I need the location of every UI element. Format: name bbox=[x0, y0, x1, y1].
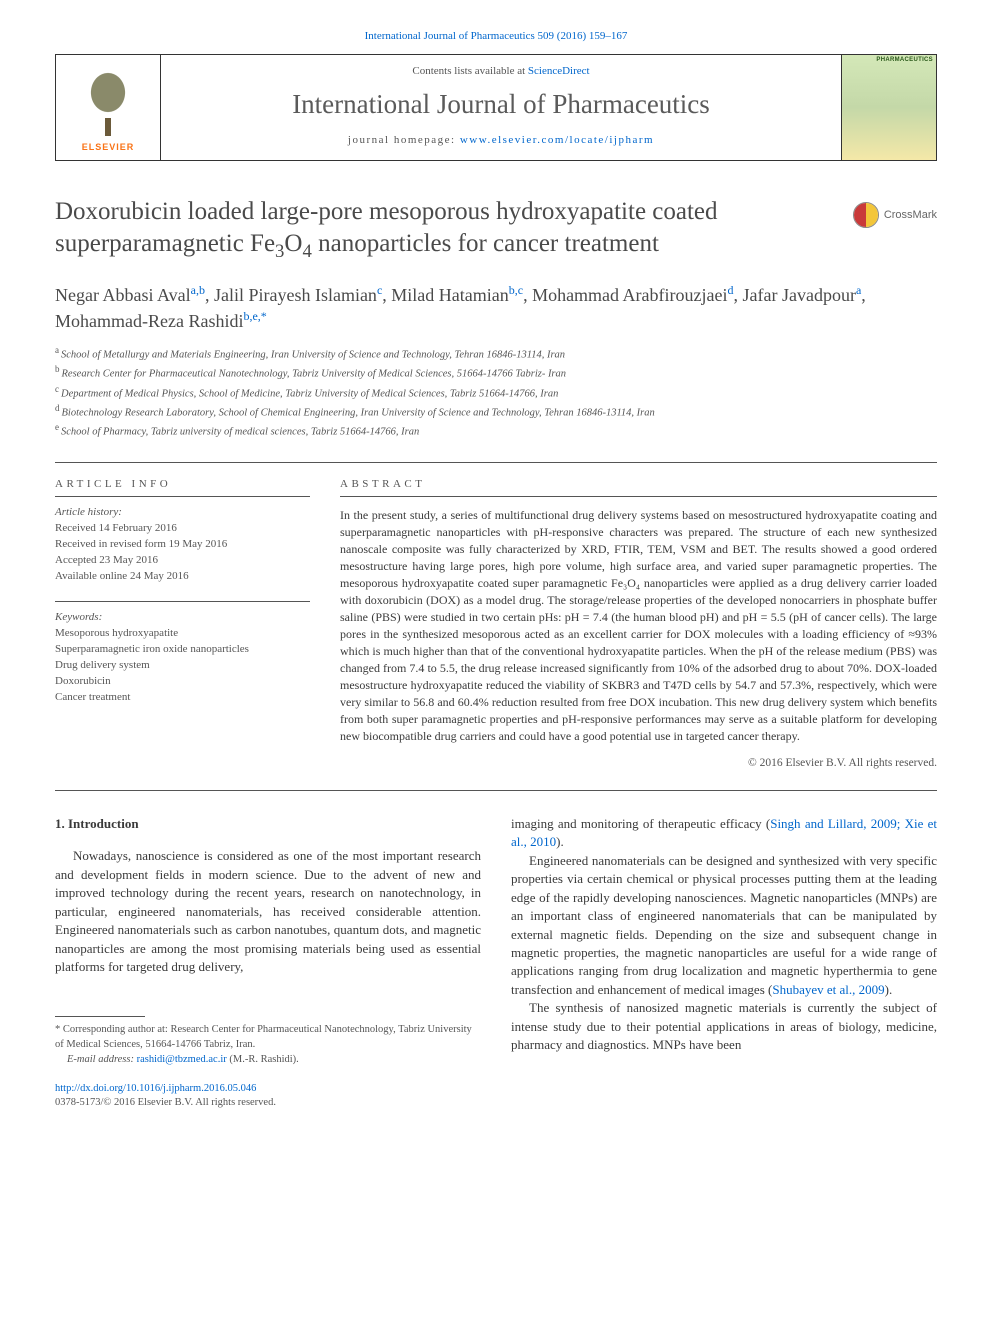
keyword: Superparamagnetic iron oxide nanoparticl… bbox=[55, 642, 310, 658]
contents-line: Contents lists available at ScienceDirec… bbox=[171, 65, 831, 77]
text-run: imaging and monitoring of therapeutic ef… bbox=[511, 816, 770, 831]
sciencedirect-link[interactable]: ScienceDirect bbox=[528, 65, 590, 77]
history-line: Received 14 February 2016 bbox=[55, 521, 310, 537]
keywords-block: Keywords: Mesoporous hydroxyapatiteSuper… bbox=[55, 610, 310, 706]
footnote-separator bbox=[55, 1016, 145, 1017]
author-email-link[interactable]: rashidi@tbzmed.ac.ir bbox=[137, 1054, 227, 1065]
divider bbox=[55, 462, 937, 463]
body-column-left: 1. Introduction Nowadays, nanoscience is… bbox=[55, 815, 481, 1111]
keyword: Cancer treatment bbox=[55, 690, 310, 706]
abstract-heading: ABSTRACT bbox=[340, 477, 937, 493]
affiliation: bResearch Center for Pharmaceutical Nano… bbox=[55, 363, 937, 382]
crossmark-icon bbox=[853, 202, 879, 228]
journal-cover-thumb: PHARMACEUTICS bbox=[841, 55, 936, 160]
author-aff-sup: b,c bbox=[509, 283, 523, 297]
cover-label: PHARMACEUTICS bbox=[876, 57, 933, 63]
abstract-text: In the present study, a series of multif… bbox=[340, 507, 937, 745]
affiliation: eSchool of Pharmacy, Tabriz university o… bbox=[55, 421, 937, 440]
section-heading: 1. Introduction bbox=[55, 815, 481, 833]
body-paragraph: Engineered nanomaterials can be designed… bbox=[511, 852, 937, 1000]
author: Milad Hatamian bbox=[391, 285, 508, 305]
elsevier-tree-icon bbox=[78, 68, 138, 138]
info-divider bbox=[55, 601, 310, 602]
keyword: Doxorubicin bbox=[55, 674, 310, 690]
text-run: ). bbox=[556, 834, 564, 849]
publisher-name: ELSEVIER bbox=[82, 142, 135, 152]
author: Jalil Pirayesh Islamian bbox=[214, 285, 377, 305]
keywords-label: Keywords: bbox=[55, 610, 310, 626]
footnotes: * Corresponding author at: Research Cent… bbox=[55, 1023, 481, 1110]
section-title: Introduction bbox=[68, 816, 139, 831]
info-divider bbox=[55, 496, 310, 497]
journal-reference: International Journal of Pharmaceutics 5… bbox=[55, 30, 937, 42]
article-title: Doxorubicin loaded large-pore mesoporous… bbox=[55, 196, 817, 264]
body-columns: 1. Introduction Nowadays, nanoscience is… bbox=[55, 815, 937, 1111]
affiliation: cDepartment of Medical Physics, School o… bbox=[55, 383, 937, 402]
issn-copyright: 0378-5173/© 2016 Elsevier B.V. All right… bbox=[55, 1096, 481, 1111]
body-paragraph: imaging and monitoring of therapeutic ef… bbox=[511, 815, 937, 852]
crossmark-badge[interactable]: CrossMark bbox=[853, 202, 937, 228]
author: Jafar Javadpour bbox=[743, 285, 856, 305]
journal-homepage: journal homepage: www.elsevier.com/locat… bbox=[171, 134, 831, 146]
journal-header: ELSEVIER Contents lists available at Sci… bbox=[55, 54, 937, 161]
email-label: E-mail address: bbox=[67, 1054, 137, 1065]
email-suffix: (M.-R. Rashidi). bbox=[227, 1054, 299, 1065]
divider bbox=[55, 790, 937, 791]
abstract-divider bbox=[340, 496, 937, 497]
abstract-column: ABSTRACT In the present study, a series … bbox=[340, 477, 937, 771]
author-aff-sup: c bbox=[377, 283, 382, 297]
article-info-column: ARTICLE INFO Article history: Received 1… bbox=[55, 477, 310, 771]
publisher-cell: ELSEVIER bbox=[56, 55, 161, 160]
corresponding-author: * Corresponding author at: Research Cent… bbox=[55, 1023, 481, 1052]
affiliation: aSchool of Metallurgy and Materials Engi… bbox=[55, 344, 937, 363]
text-run: Engineered nanomaterials can be designed… bbox=[511, 853, 937, 997]
email-line: E-mail address: rashidi@tbzmed.ac.ir (M.… bbox=[55, 1053, 481, 1068]
elsevier-logo: ELSEVIER bbox=[78, 68, 138, 152]
keyword: Mesoporous hydroxyapatite bbox=[55, 626, 310, 642]
body-paragraph: The synthesis of nanosized magnetic mate… bbox=[511, 999, 937, 1054]
history-label: Article history: bbox=[55, 505, 310, 521]
doi-line: http://dx.doi.org/10.1016/j.ijpharm.2016… bbox=[55, 1082, 481, 1097]
body-column-right: imaging and monitoring of therapeutic ef… bbox=[511, 815, 937, 1111]
history-line: Received in revised form 19 May 2016 bbox=[55, 537, 310, 553]
affiliation: dBiotechnology Research Laboratory, Scho… bbox=[55, 402, 937, 421]
author-list: Negar Abbasi Avala,b, Jalil Pirayesh Isl… bbox=[55, 282, 937, 334]
keyword: Drug delivery system bbox=[55, 658, 310, 674]
author-aff-sup: d bbox=[728, 283, 734, 297]
article-history-block: Article history: Received 14 February 20… bbox=[55, 505, 310, 585]
history-line: Accepted 23 May 2016 bbox=[55, 553, 310, 569]
article-info-heading: ARTICLE INFO bbox=[55, 477, 310, 493]
affiliation-list: aSchool of Metallurgy and Materials Engi… bbox=[55, 344, 937, 440]
text-run: ). bbox=[885, 982, 893, 997]
body-paragraph: Nowadays, nanoscience is considered as o… bbox=[55, 847, 481, 976]
author-aff-sup: a bbox=[856, 283, 861, 297]
author: Mohammad Arabfirouzjaei bbox=[532, 285, 727, 305]
doi-link[interactable]: http://dx.doi.org/10.1016/j.ijpharm.2016… bbox=[55, 1083, 256, 1094]
author: Negar Abbasi Aval bbox=[55, 285, 191, 305]
author: Mohammad-Reza Rashidi bbox=[55, 311, 243, 331]
header-center: Contents lists available at ScienceDirec… bbox=[161, 55, 841, 160]
abstract-copyright: © 2016 Elsevier B.V. All rights reserved… bbox=[340, 755, 937, 771]
homepage-link[interactable]: www.elsevier.com/locate/ijpharm bbox=[460, 134, 654, 146]
journal-ref-link[interactable]: International Journal of Pharmaceutics 5… bbox=[365, 30, 628, 42]
history-line: Available online 24 May 2016 bbox=[55, 569, 310, 585]
journal-title: International Journal of Pharmaceutics bbox=[171, 89, 831, 120]
info-abstract-row: ARTICLE INFO Article history: Received 1… bbox=[55, 477, 937, 771]
article-header: CrossMark Doxorubicin loaded large-pore … bbox=[55, 196, 937, 440]
citation-link[interactable]: Shubayev et al., 2009 bbox=[772, 982, 884, 997]
section-number: 1. bbox=[55, 816, 65, 831]
author-aff-sup: a,b bbox=[191, 283, 205, 297]
homepage-prefix: journal homepage: bbox=[348, 134, 460, 146]
author-aff-sup: b,e,* bbox=[243, 309, 266, 323]
contents-prefix: Contents lists available at bbox=[412, 65, 527, 77]
crossmark-label: CrossMark bbox=[884, 209, 937, 221]
